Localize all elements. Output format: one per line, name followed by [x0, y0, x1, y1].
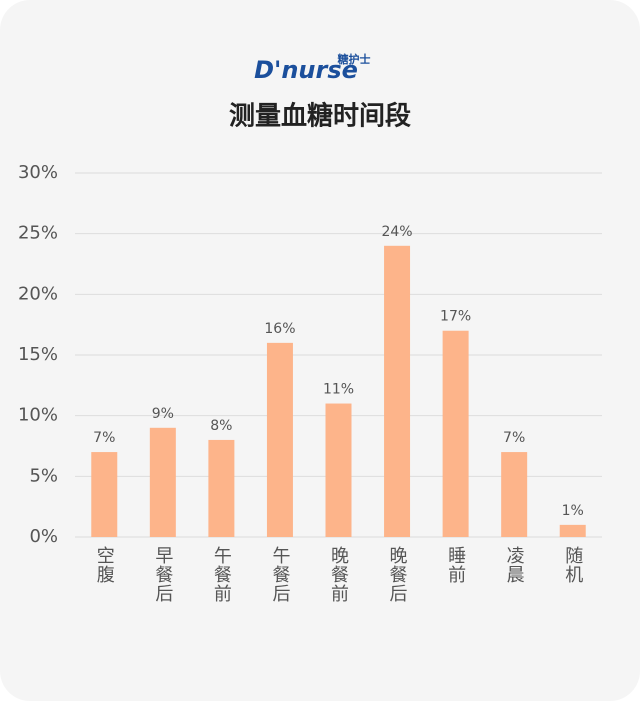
logo-brand: D'nurse	[254, 56, 358, 84]
bar	[266, 342, 293, 537]
x-tick-label: 午餐前	[211, 546, 232, 603]
x-tick-label: 空腹	[94, 546, 115, 584]
bar	[384, 245, 411, 538]
y-tick-label: 5%	[29, 465, 58, 486]
y-tick-label: 20%	[18, 283, 58, 304]
x-tick-label: 随机	[562, 546, 583, 584]
bar	[208, 439, 235, 537]
value-label: 8%	[210, 418, 232, 434]
bar	[325, 403, 352, 537]
value-label: 16%	[264, 321, 295, 337]
y-tick-label: 15%	[18, 344, 58, 365]
value-label: 24%	[381, 224, 412, 240]
y-tick-label: 10%	[18, 405, 58, 426]
x-tick-label: 晚餐后	[387, 546, 408, 603]
value-label: 11%	[323, 382, 354, 398]
bar	[501, 452, 528, 537]
x-tick-label: 凌晨	[504, 546, 525, 584]
bar	[559, 524, 586, 537]
y-tick-label: 25%	[18, 223, 58, 244]
x-tick-label: 睡前	[445, 546, 466, 584]
bar	[149, 427, 176, 537]
bar	[91, 452, 118, 537]
x-tick-label: 午餐后	[269, 546, 290, 603]
x-tick-label: 晚餐前	[328, 546, 349, 603]
value-label: 7%	[93, 430, 115, 446]
value-label: 7%	[503, 430, 525, 446]
value-label: 17%	[440, 309, 471, 325]
value-label: 1%	[562, 503, 584, 519]
y-tick-label: 0%	[29, 526, 58, 547]
chart-title: 测量血糖时间段	[229, 101, 411, 132]
x-tick-label: 早餐后	[152, 546, 173, 603]
y-tick-label: 30%	[18, 162, 58, 183]
value-label: 9%	[152, 406, 174, 422]
bar	[442, 330, 469, 537]
logo-tag: 糖护士	[338, 52, 371, 66]
